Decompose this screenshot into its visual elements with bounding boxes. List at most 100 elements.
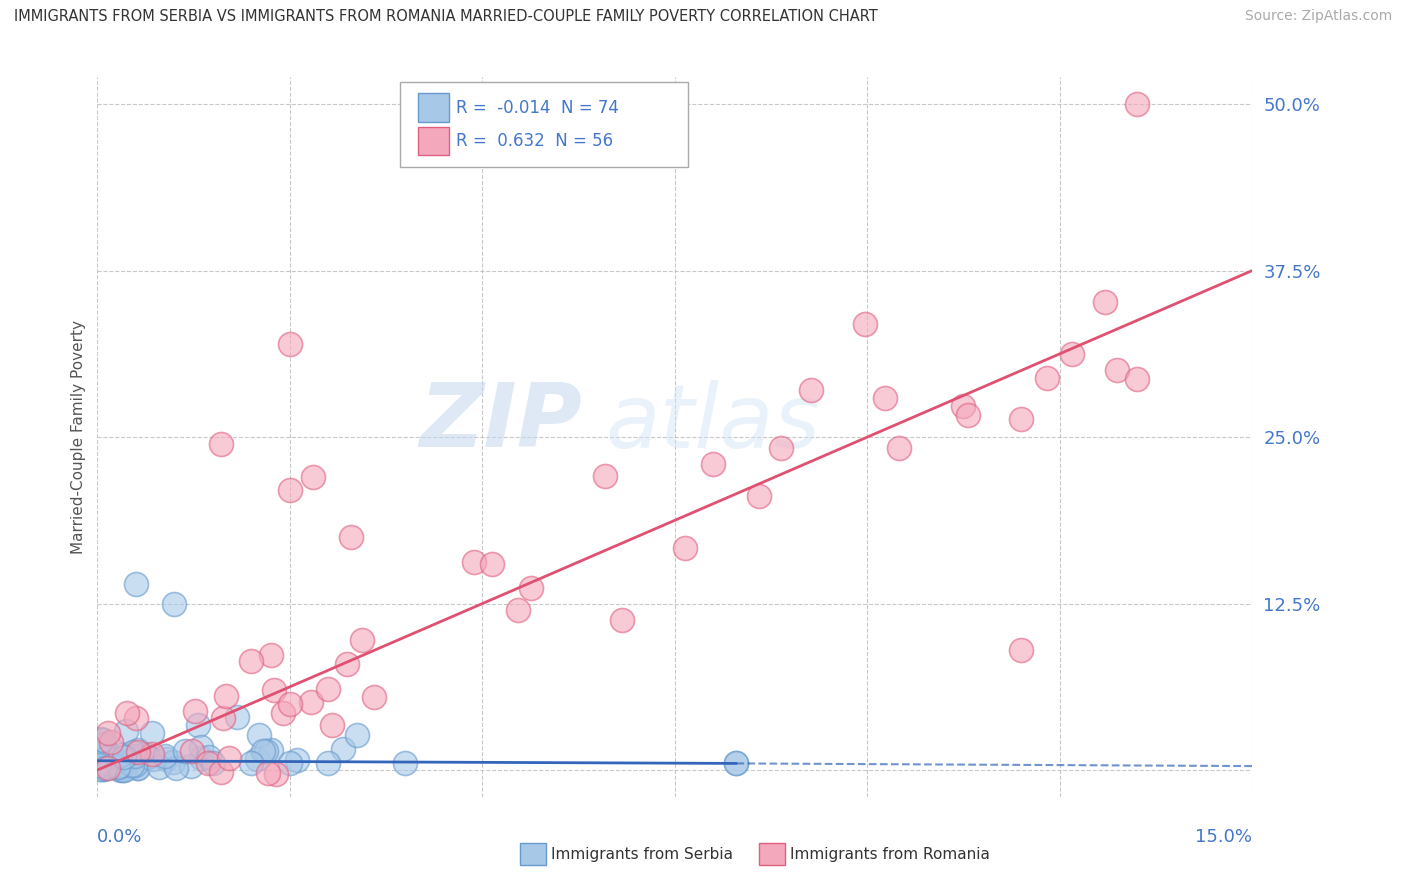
Point (141, 726, 163, 740)
Text: R =  -0.014  N = 74: R = -0.014 N = 74 (456, 99, 619, 117)
Point (249, 728, 271, 742)
Point (302, 470, 325, 484)
Point (91, 732, 114, 747)
Point (245, 752, 267, 766)
Text: R =  0.632  N = 56: R = 0.632 N = 56 (456, 132, 613, 150)
Point (209, 764, 232, 779)
Point (1094, 295, 1116, 310)
Text: 0.0%: 0.0% (97, 828, 143, 846)
Point (259, 743, 281, 757)
Point (100, 750, 122, 764)
Point (155, 749, 177, 764)
Point (87, 757, 110, 772)
Point (299, 695, 322, 709)
Point (1125, 372, 1147, 386)
Point (136, 750, 159, 764)
Text: IMMIGRANTS FROM SERBIA VS IMMIGRANTS FROM ROMANIA MARRIED-COUPLE FAMILY POVERTY : IMMIGRANTS FROM SERBIA VS IMMIGRANTS FRO… (14, 9, 877, 24)
Point (197, 750, 219, 764)
Point (218, 750, 240, 764)
Point (97, 761, 120, 775)
Point (108, 762, 131, 776)
Point (115, 706, 138, 721)
Text: Immigrants from Serbia: Immigrants from Serbia (551, 847, 733, 863)
Point (702, 458, 724, 472)
Point (100, 735, 122, 749)
Point (181, 744, 204, 758)
Point (124, 758, 146, 772)
Point (108, 747, 131, 762)
Point (264, 767, 287, 781)
Point (110, 758, 132, 772)
Point (519, 581, 541, 595)
Point (122, 751, 145, 765)
Point (318, 756, 340, 771)
Point (127, 743, 149, 757)
Point (211, 711, 233, 725)
Point (336, 657, 359, 671)
Point (112, 749, 135, 764)
Point (89, 756, 111, 770)
Point (363, 690, 385, 704)
Point (318, 682, 340, 697)
Point (197, 756, 219, 770)
Point (257, 765, 280, 780)
Point (394, 756, 416, 771)
Point (748, 489, 770, 503)
Point (107, 760, 129, 774)
Point (853, 317, 876, 331)
Text: 15.0%: 15.0% (1195, 828, 1253, 846)
Point (263, 683, 285, 698)
Point (252, 744, 274, 758)
Point (610, 614, 633, 628)
Point (186, 718, 208, 732)
Point (278, 336, 301, 351)
Point (769, 441, 792, 455)
Point (121, 745, 143, 759)
Point (90, 762, 112, 776)
Point (127, 761, 149, 775)
Point (127, 745, 149, 759)
Point (96, 759, 118, 773)
Point (201, 756, 224, 771)
Point (90, 732, 112, 747)
Point (225, 710, 247, 724)
Point (800, 383, 823, 397)
Point (673, 541, 696, 555)
Point (190, 750, 212, 764)
Y-axis label: Married-Couple Family Poverty: Married-Couple Family Poverty (72, 320, 86, 554)
Point (1010, 412, 1032, 426)
Point (184, 704, 207, 718)
Point (254, 744, 277, 758)
Text: Immigrants from Romania: Immigrants from Romania (790, 847, 990, 863)
Point (108, 758, 131, 772)
Point (190, 739, 212, 754)
Point (887, 442, 910, 456)
Point (278, 697, 301, 711)
Point (260, 648, 283, 662)
Point (240, 654, 263, 668)
Point (508, 603, 530, 617)
Point (332, 742, 354, 756)
Point (725, 756, 748, 771)
Point (278, 756, 301, 771)
Point (115, 723, 138, 738)
Point (180, 758, 202, 772)
Point (956, 409, 979, 423)
Point (285, 753, 308, 767)
Point (94, 750, 117, 764)
Point (1036, 371, 1059, 385)
Point (97, 757, 120, 772)
Point (141, 747, 163, 761)
Point (209, 436, 232, 450)
Point (87, 752, 110, 766)
Point (93, 753, 115, 767)
Point (875, 391, 897, 405)
Point (346, 728, 368, 742)
Text: Source: ZipAtlas.com: Source: ZipAtlas.com (1244, 9, 1392, 23)
Point (110, 759, 132, 773)
Point (125, 576, 148, 591)
Point (725, 756, 748, 771)
Point (1010, 643, 1032, 657)
Point (162, 755, 184, 769)
Point (278, 483, 301, 498)
